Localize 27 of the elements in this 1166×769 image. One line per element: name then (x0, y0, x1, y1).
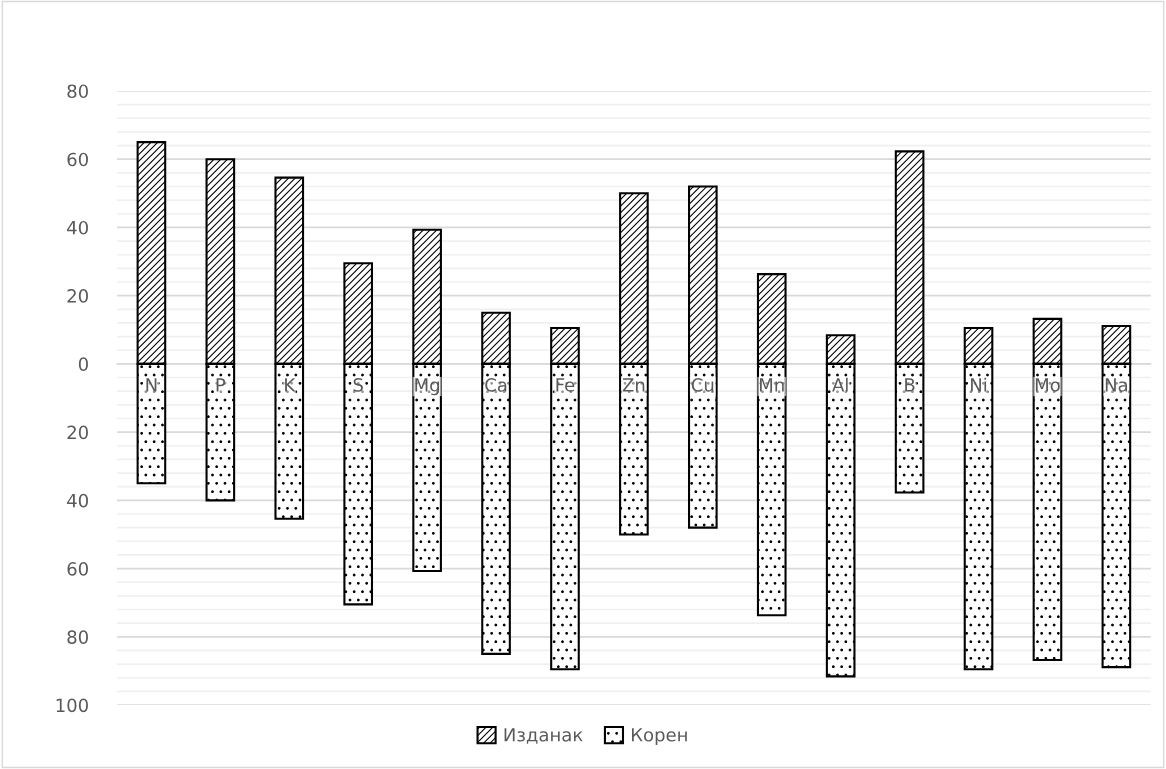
x-tick-label: Ni (971, 377, 987, 392)
x-tick-label: S (353, 378, 363, 392)
y-tick-label: 60 (67, 152, 88, 167)
x-tick-label: Ca (485, 378, 507, 392)
x-tick-label: K (285, 378, 296, 392)
y-tick-label: 80 (67, 84, 88, 99)
x-tick-label: Fe (556, 378, 575, 392)
y-tick-label: 40 (67, 220, 88, 235)
x-tick-label: Na (1105, 378, 1128, 392)
x-tick-label: Cu (691, 378, 714, 392)
x-tick-label: B (905, 378, 915, 392)
y-tick-label: 20 (67, 289, 88, 303)
y-tick-label: 40 (67, 493, 88, 508)
x-tick-label: Al (832, 377, 848, 392)
x-tick-label: Mg (415, 378, 439, 396)
x-tick-label: Zn (622, 378, 645, 392)
x-tick-label: N (146, 378, 157, 392)
legend-label: Корен (631, 728, 687, 746)
x-tick-label: P (216, 378, 226, 392)
x-tick-label: Mn (760, 378, 784, 392)
y-tick-label: 0 (78, 357, 88, 371)
x-tick-label: Mo (1035, 378, 1060, 392)
y-tick-label: 100 (56, 698, 88, 713)
y-tick-label: 20 (67, 425, 88, 440)
legend-label: Изданак (504, 728, 583, 744)
y-tick-label: 80 (67, 630, 88, 644)
y-tick-label: 60 (67, 562, 88, 576)
